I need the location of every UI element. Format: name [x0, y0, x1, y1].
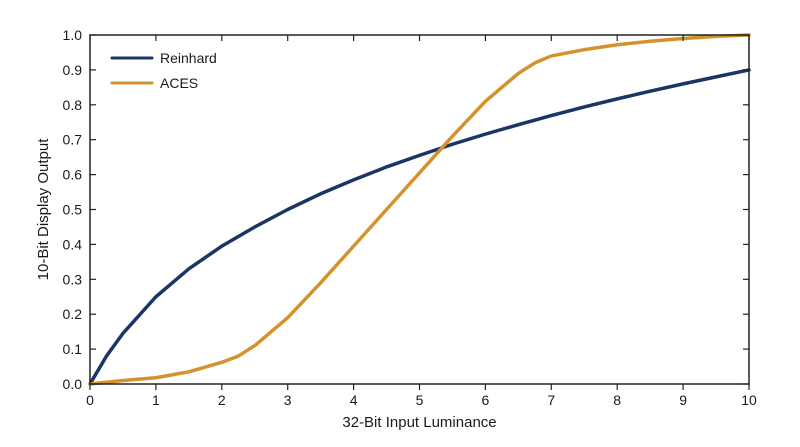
x-tick-label: 7	[547, 392, 555, 408]
x-tick-label: 0	[86, 392, 94, 408]
y-axis-title: 10-Bit Display Output	[35, 138, 52, 281]
x-tick-label: 5	[416, 392, 424, 408]
y-tick-label: 0.0	[63, 376, 83, 392]
legend-label-reinhard: Reinhard	[160, 50, 217, 66]
series-layer	[88, 33, 751, 386]
y-tick-label: 0.7	[63, 132, 83, 148]
x-tick-label: 9	[679, 392, 687, 408]
y-tick-label: 0.3	[63, 271, 83, 287]
x-tick-label: 8	[613, 392, 621, 408]
y-tick-label: 0.4	[63, 236, 83, 252]
x-tick-label: 3	[284, 392, 292, 408]
y-tick-label: 0.1	[63, 341, 83, 357]
y-tick-label: 0.9	[63, 62, 83, 78]
y-tick-label: 0.8	[63, 97, 83, 113]
x-tick-label: 10	[741, 392, 757, 408]
x-tick-label: 6	[482, 392, 490, 408]
x-tick-label: 1	[152, 392, 160, 408]
x-tick-label: 2	[218, 392, 226, 408]
y-tick-label: 0.5	[63, 202, 83, 218]
series-line-reinhard	[88, 68, 751, 386]
y-tick-label: 0.6	[63, 167, 83, 183]
y-tick-label: 1.0	[63, 27, 83, 43]
ticks-layer: 0 1 2 3 4 5 6 7 8 9 10 0.0 0.1 0.2 0.3 0.4 0.5 0.6 0.7 0.8 0…	[63, 27, 757, 408]
y-tick-label: 0.2	[63, 306, 83, 322]
legend: Reinhard ACES	[110, 50, 217, 91]
legend-label-aces: ACES	[160, 75, 198, 91]
x-axis-title: 32-Bit Input Luminance	[342, 414, 496, 431]
series-line-aces	[88, 33, 751, 386]
x-tick-label: 4	[350, 392, 358, 408]
